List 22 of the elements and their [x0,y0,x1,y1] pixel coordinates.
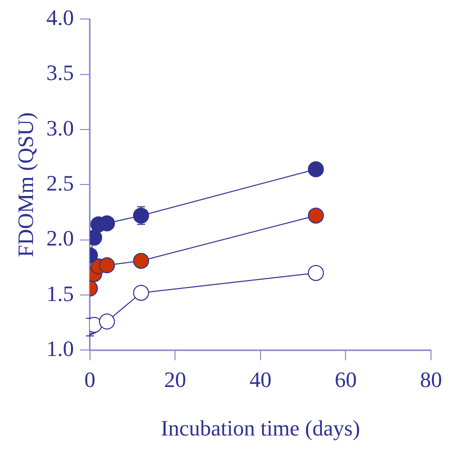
point [133,208,150,224]
point [308,264,324,281]
point [98,257,115,274]
y-tick-label: 4.0 [46,4,74,30]
y-tick-label: 1.5 [46,280,74,306]
y-tick-label: 3.0 [46,115,74,140]
y-tick-label: 3.5 [46,60,74,86]
point [98,314,115,330]
y-tick-label: 2.5 [46,170,74,196]
point [133,252,150,269]
y-tick-label: 1.0 [46,336,74,361]
point [133,284,150,301]
x-tick-label: 40 [249,367,272,392]
x-axis-title: Incubation time (days) [160,416,360,441]
point [308,208,324,224]
y-axis-title: FDOMm (QSU) [12,112,38,258]
point [308,161,324,178]
x-tick-label: 80 [420,367,442,392]
x-tick-label: 0 [84,367,96,392]
y-tick-label: 2.0 [46,226,74,251]
x-tick-label: 20 [164,367,186,392]
x-tick-label: 60 [334,367,357,392]
